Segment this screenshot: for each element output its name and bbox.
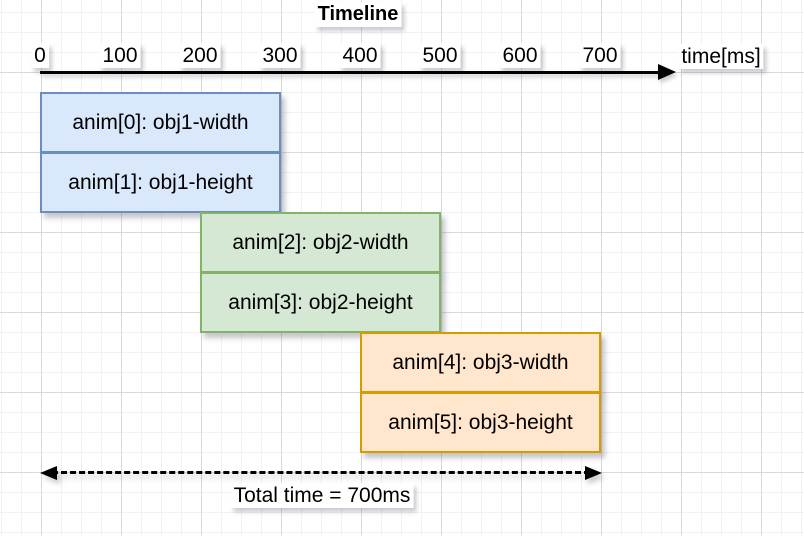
- axis-unit-label: time[ms]: [678, 44, 764, 69]
- anim-bar-2-label: anim[2]: obj2-width: [232, 230, 409, 254]
- axis-tick-300: 300: [259, 43, 301, 68]
- dashed-line: [52, 471, 590, 474]
- anim-bar-1-label: anim[1]: obj1-height: [68, 170, 253, 194]
- axis-tick-700: 700: [579, 43, 621, 68]
- diagram-title: Timeline: [314, 2, 402, 27]
- anim-bar-2: anim[2]: obj2-width: [200, 212, 441, 273]
- anim-bar-0: anim[0]: obj1-width: [40, 92, 281, 153]
- anim-bar-3-label: anim[3]: obj2-height: [228, 290, 413, 314]
- axis-line: [40, 71, 660, 74]
- anim-bar-1: anim[1]: obj1-height: [40, 152, 281, 213]
- anim-bar-5: anim[5]: obj3-height: [360, 392, 601, 453]
- axis-tick-0: 0: [31, 43, 49, 68]
- axis-tick-500: 500: [419, 43, 461, 68]
- anim-bar-4: anim[4]: obj3-width: [360, 332, 601, 393]
- axis-tick-600: 600: [499, 43, 541, 68]
- anim-bar-5-label: anim[5]: obj3-height: [388, 410, 573, 434]
- axis-arrowhead-icon: [658, 64, 676, 80]
- anim-bar-0-label: anim[0]: obj1-width: [72, 110, 249, 134]
- axis-tick-400: 400: [339, 43, 381, 68]
- total-time-arrow: [40, 465, 602, 480]
- axis-tick-200: 200: [179, 43, 221, 68]
- arrow-right-icon: [585, 466, 602, 480]
- arrow-left-icon: [40, 466, 57, 480]
- axis-tick-100: 100: [99, 43, 141, 68]
- anim-bar-3: anim[3]: obj2-height: [200, 272, 441, 333]
- total-time-label: Total time = 700ms: [230, 483, 414, 508]
- anim-bar-4-label: anim[4]: obj3-width: [392, 350, 569, 374]
